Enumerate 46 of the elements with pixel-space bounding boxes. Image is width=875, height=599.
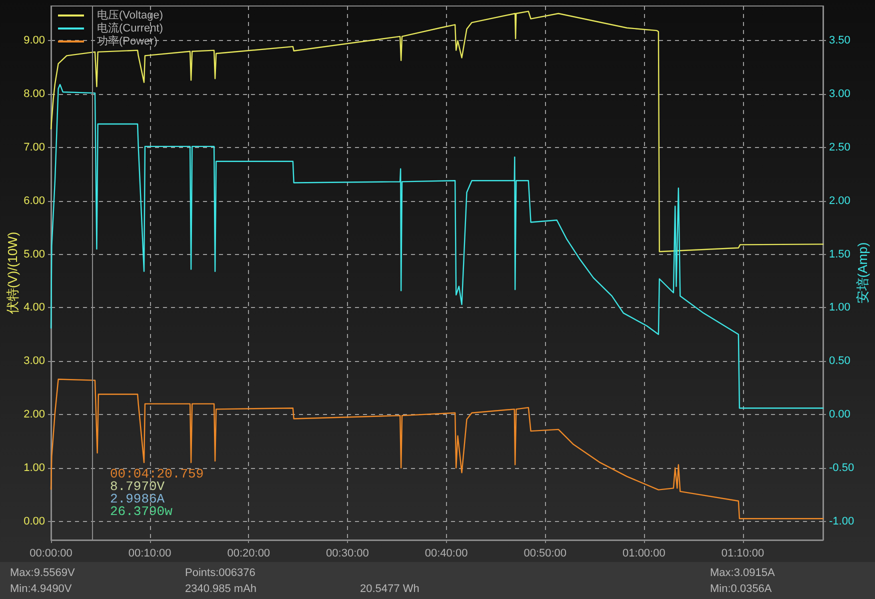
y-tick-label: 0.00	[24, 515, 45, 528]
y-axis-title: 伏特(V)/(10W)	[5, 232, 20, 314]
y2-tick-label: 3.50	[829, 34, 850, 47]
y-tick-label: 7.00	[24, 142, 45, 154]
y2-tick-label: -1.00	[829, 515, 854, 528]
text: Min:0.0356A	[710, 583, 772, 595]
y-tick-label: 9.00	[24, 34, 45, 47]
line-series	[50, 378, 824, 520]
x-tick-label: 00:30:00	[326, 548, 369, 560]
y2-tick-label: 1.00	[829, 302, 850, 314]
line-series	[50, 10, 824, 252]
x-tick-label: 00:40:00	[424, 548, 468, 560]
text: Max:9.5569V	[10, 567, 76, 579]
x-tick-label: 00:10:00	[128, 548, 172, 560]
annotation: 26.3790w	[110, 504, 173, 519]
y-tick-label: 5.00	[24, 248, 45, 260]
y2-axis-title: 安培(Amp)	[855, 242, 870, 304]
text: 2340.985 mAh	[185, 583, 257, 595]
y2-tick-label: 1.50	[829, 248, 850, 260]
x-tick-label: 01:10:00	[721, 548, 764, 560]
line-series	[50, 84, 824, 409]
text: Points:006376	[185, 567, 256, 579]
y-tick-label: 6.00	[24, 194, 45, 207]
legend-label: 电流(Current)	[97, 22, 164, 34]
y-tick-label: 3.00	[24, 355, 45, 368]
y-tick-label: 2.00	[24, 408, 45, 421]
text: 20.5477 Wh	[360, 583, 420, 595]
x-tick-label: 00:20:00	[227, 548, 270, 560]
y2-tick-label: 3.00	[829, 88, 850, 100]
annotation: 8.7970V	[110, 479, 165, 494]
y-tick-label: 8.00	[24, 88, 45, 100]
x-tick-label: 00:00:00	[30, 548, 72, 560]
x-tick-label: 01:00:00	[622, 548, 666, 560]
text: Max:3.0915A	[710, 567, 776, 579]
x-tick-label: 00:50:00	[524, 548, 567, 560]
y2-tick-label: -0.50	[829, 462, 854, 474]
y2-tick-label: 2.00	[829, 194, 850, 207]
y-tick-label: 4.00	[24, 302, 45, 314]
y2-tick-label: 2.50	[829, 142, 850, 154]
text: Min:4.9490V	[10, 583, 72, 595]
y2-tick-label: 0.50	[829, 355, 850, 368]
legend-label: 电压(Voltage)	[97, 8, 164, 22]
y2-tick-label: 0.00	[829, 408, 850, 421]
y-tick-label: 1.00	[24, 462, 45, 474]
annotation: 2.9986A	[110, 492, 165, 506]
annotation: 00:04:20.759	[110, 466, 204, 482]
